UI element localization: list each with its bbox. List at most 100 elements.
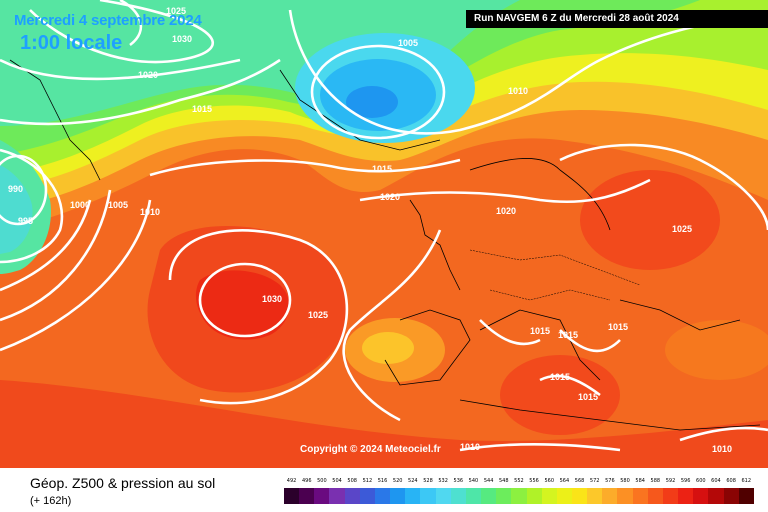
scale-value-label: 532: [438, 478, 448, 484]
scale-value-label: 516: [377, 478, 388, 484]
pressure-label: 1015: [608, 322, 628, 332]
scale-color-swatch: [617, 488, 633, 504]
scale-color-swatch: [662, 488, 679, 504]
scale-value-label: 580: [620, 478, 630, 484]
isobar-1015-mid: [149, 158, 461, 177]
z500-mediterranean-high: [500, 355, 620, 435]
isobar-1005: [0, 189, 112, 322]
scale-value-label: 504: [332, 478, 342, 484]
pressure-label: 1010: [460, 442, 480, 452]
scale-color-swatch: [435, 488, 451, 504]
coastlines: [9, 59, 761, 431]
pressure-label: 1025: [672, 224, 692, 234]
pressure-label: 1015: [372, 164, 392, 174]
pressure-label: 995: [18, 216, 33, 226]
model-run-info: Run NAVGEM 6 Z du Mercredi 28 août 2024: [466, 10, 768, 28]
z500-low-west-inner: [0, 165, 33, 254]
italy-coast: [479, 309, 601, 381]
scale-value-label: 508: [347, 478, 357, 484]
scale-value-label: 528: [423, 478, 433, 484]
scale-value-label: 548: [498, 478, 509, 484]
scale-color-swatch: [647, 488, 663, 504]
scale-value-label: 556: [529, 478, 539, 484]
scale-color-swatch: [602, 488, 618, 504]
isobar-1010-southeast: [679, 426, 768, 442]
scale-value-label: 596: [680, 478, 691, 484]
pressure-label: 1015: [530, 326, 550, 336]
pressure-label: 1005: [108, 200, 128, 210]
scale-value-label: 568: [574, 478, 585, 484]
iceland-area-coast: [279, 69, 441, 151]
scale-value-label: 612: [741, 478, 752, 484]
pressure-label: 1015: [192, 104, 212, 114]
scale-color-swatch: [420, 488, 436, 504]
scale-color-swatch: [708, 488, 724, 504]
scale-color-swatch: [450, 488, 466, 504]
scale-color-swatch: [571, 488, 588, 504]
forecast-date: Mercredi 4 septembre 2024: [14, 12, 202, 29]
scale-color-swatch: [587, 488, 603, 504]
scale-color-swatch: [390, 488, 406, 504]
scale-color-swatch: [374, 488, 391, 504]
scale-value-label: 576: [605, 478, 615, 484]
pressure-label: 1010: [140, 207, 160, 217]
pressure-labels: 1025 1030 1020 1015 990 995 1000 1005 10…: [8, 6, 732, 454]
color-scale: 492 496 500 504 508 512 516 520 524 528 532 536 540 5…: [284, 478, 754, 508]
color-scale-labels: 492 496 500 504 508 512 516 520 524 528 532 536 540 5…: [284, 478, 754, 488]
isobar-1020-top: [0, 58, 241, 81]
scale-value-label: 584: [635, 478, 645, 484]
scale-color-swatch: [465, 488, 482, 504]
scale-value-label: 540: [468, 478, 479, 484]
color-scale-bar: [284, 488, 754, 504]
pressure-label: 990: [8, 184, 23, 194]
scale-value-label: 600: [696, 478, 706, 484]
balkans-coast: [619, 299, 741, 331]
scale-color-swatch: [481, 488, 497, 504]
pressure-label: 1015: [578, 392, 598, 402]
z500-iberia-inner: [362, 332, 414, 364]
pressure-label: 1025: [166, 6, 186, 16]
forecast-offset: (+ 162h): [30, 495, 72, 507]
scale-value-label: 520: [392, 478, 403, 484]
pressure-label: 1020: [138, 70, 158, 80]
isobar-1030: [198, 262, 292, 338]
z500-scandinavia-high: [580, 170, 720, 270]
scale-value-label: 572: [589, 478, 600, 484]
border-line-2: [489, 289, 611, 301]
scale-color-swatch: [344, 488, 360, 504]
pressure-label: 1030: [172, 34, 192, 44]
isobars: [0, 0, 768, 452]
isobar-1025: [168, 229, 349, 405]
isobar-1000: [0, 199, 92, 292]
isobar-1010-south: [459, 442, 621, 452]
isobar-1010: [0, 199, 152, 352]
forecast-time: 1:00 locale: [20, 32, 123, 54]
scale-value-label: 492: [286, 478, 297, 484]
scale-color-swatch: [723, 488, 739, 504]
scale-color-swatch: [299, 488, 315, 504]
scale-color-swatch: [693, 488, 709, 504]
isobar-1025-east: [559, 143, 768, 231]
scale-color-swatch: [314, 488, 330, 504]
copyright-text: Copyright © 2024 Meteociel.fr: [300, 444, 441, 455]
scale-color-swatch: [496, 488, 512, 504]
north-africa-coast: [459, 399, 761, 431]
isobar-1020-west: [342, 229, 442, 422]
scale-value-label: 560: [544, 478, 554, 484]
scandinavia-coast: [469, 158, 611, 231]
geopotential-map-canvas: 1025 1030 1020 1015 990 995 1000 1005 10…: [0, 0, 768, 468]
scale-color-swatch: [359, 488, 375, 504]
z500-east-orange: [665, 320, 768, 380]
scale-color-swatch: [541, 488, 557, 504]
isobar-1025: [119, 0, 143, 47]
iberia-coast: [384, 309, 471, 386]
scale-color-swatch: [329, 488, 345, 504]
isobar-1010-north: [288, 9, 761, 135]
scale-value-label: 592: [665, 478, 676, 484]
pressure-label: 1025: [308, 310, 328, 320]
isobar-1020-mid: [359, 178, 651, 204]
greenland-coast: [9, 59, 101, 181]
border-line-1: [469, 249, 641, 286]
scale-value-label: 500: [317, 478, 327, 484]
isobar-1015-top: [0, 58, 281, 126]
